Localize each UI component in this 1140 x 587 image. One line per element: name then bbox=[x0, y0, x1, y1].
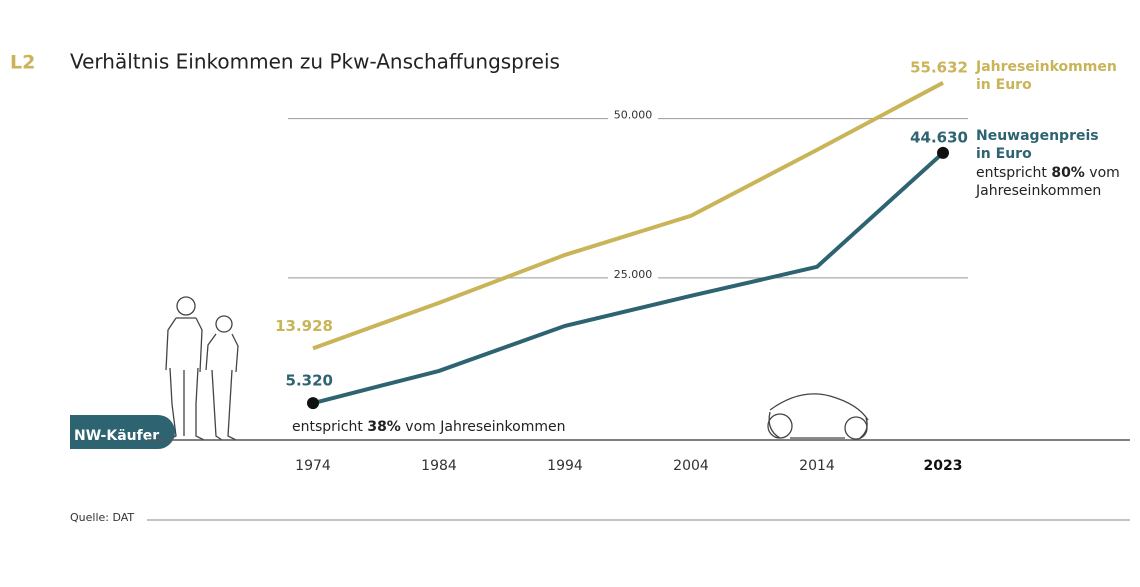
x-tick-label: 2023 bbox=[924, 458, 963, 474]
value-label: 13.928 bbox=[275, 317, 333, 335]
chart-id: L2 bbox=[10, 52, 35, 74]
series-name: Neuwagenpreis in Euro bbox=[976, 128, 1099, 162]
y-tick-label: 25.000 bbox=[614, 268, 653, 281]
point bbox=[307, 397, 319, 410]
x-tick-label: 2004 bbox=[673, 458, 709, 474]
annotation-start: entspricht 38% vom Jahreseinkommen bbox=[292, 418, 565, 436]
series-name: Jahreseinkommen in Euro bbox=[976, 59, 1117, 93]
annotation-highlight: 80% bbox=[1051, 165, 1085, 181]
value-label: 5.320 bbox=[286, 372, 333, 390]
series-line bbox=[312, 81, 944, 351]
annotation-highlight: 38% bbox=[367, 419, 401, 435]
value-label: 55.632 bbox=[910, 58, 968, 76]
badge-bg-corner bbox=[70, 415, 90, 449]
annotation-text: entspricht bbox=[292, 419, 363, 435]
value-label: 44.630 bbox=[910, 128, 968, 146]
point bbox=[937, 146, 949, 159]
people-illustration bbox=[165, 296, 239, 441]
car-illustration bbox=[767, 393, 869, 440]
annotation-text: vom Jahreseinkommen bbox=[976, 165, 1120, 199]
tick-label-bg bbox=[608, 110, 658, 127]
x-tick-label: 1984 bbox=[421, 458, 457, 474]
annotation-text: entspricht bbox=[976, 165, 1047, 181]
x-tick-label: 2014 bbox=[799, 458, 835, 474]
series-line bbox=[312, 151, 945, 406]
annotation-end: entspricht 80% vom Jahreseinkommen bbox=[976, 164, 1126, 200]
chart-title: Verhältnis Einkommen zu Pkw-Anschaffungs… bbox=[70, 50, 560, 74]
badge-label: NW-Käufer bbox=[74, 428, 159, 444]
source: Quelle: DAT bbox=[70, 511, 134, 524]
tick-label-bg bbox=[608, 269, 658, 286]
y-tick-label: 50.000 bbox=[614, 109, 653, 122]
annotation-text: vom Jahreseinkommen bbox=[405, 419, 566, 435]
x-tick-label: 1974 bbox=[295, 458, 331, 474]
x-tick-label: 1994 bbox=[547, 458, 583, 474]
